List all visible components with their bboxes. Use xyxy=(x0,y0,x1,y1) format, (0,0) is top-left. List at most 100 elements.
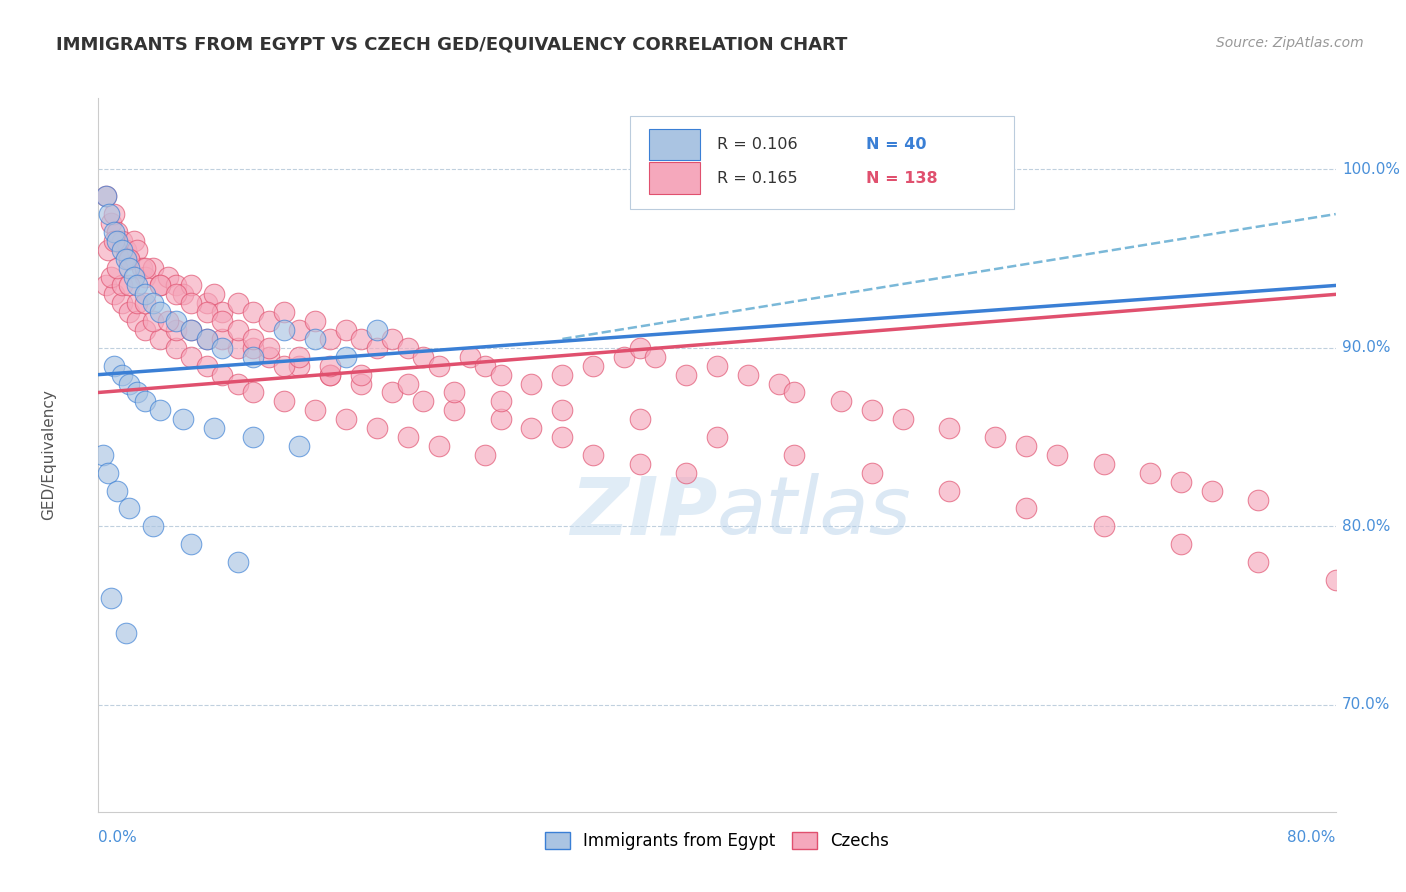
Point xyxy=(149,403,172,417)
Point xyxy=(105,234,128,248)
Point xyxy=(412,394,434,409)
Point xyxy=(242,332,264,346)
Point xyxy=(204,421,226,435)
Point xyxy=(127,385,149,400)
Point xyxy=(149,278,172,293)
Point xyxy=(520,421,543,435)
Point xyxy=(319,359,342,373)
Point xyxy=(1247,492,1270,507)
Point xyxy=(288,439,311,453)
Point xyxy=(257,350,280,364)
Point xyxy=(157,269,180,284)
Point xyxy=(226,323,249,337)
Point xyxy=(100,269,122,284)
FancyBboxPatch shape xyxy=(650,162,700,194)
Point xyxy=(115,626,138,640)
Point xyxy=(103,225,125,239)
Point xyxy=(127,278,149,293)
Point xyxy=(118,376,141,391)
Point xyxy=(100,591,122,605)
Point xyxy=(1139,466,1161,480)
Point xyxy=(111,296,132,310)
Point xyxy=(195,296,218,310)
Point xyxy=(288,350,311,364)
Point xyxy=(1170,475,1192,489)
Point xyxy=(242,341,264,355)
Point xyxy=(195,332,218,346)
Point xyxy=(319,332,342,346)
Point xyxy=(149,332,172,346)
Point xyxy=(396,430,419,444)
Point xyxy=(474,359,496,373)
Point xyxy=(105,260,128,275)
Point xyxy=(103,287,125,301)
Point xyxy=(180,537,202,551)
Point xyxy=(195,305,218,319)
Point xyxy=(105,225,128,239)
Point xyxy=(257,314,280,328)
Point xyxy=(100,216,122,230)
Point xyxy=(582,359,605,373)
Point xyxy=(1015,501,1038,516)
Point xyxy=(122,234,145,248)
Text: ZIP: ZIP xyxy=(569,473,717,551)
Point xyxy=(96,278,118,293)
Point xyxy=(97,243,120,257)
Point xyxy=(165,323,187,337)
Point xyxy=(335,412,357,426)
Point xyxy=(860,466,883,480)
Point xyxy=(111,243,132,257)
Point xyxy=(97,466,120,480)
Point xyxy=(96,189,118,203)
Point xyxy=(157,314,180,328)
Point xyxy=(180,323,202,337)
Point xyxy=(111,368,132,382)
Text: Source: ZipAtlas.com: Source: ZipAtlas.com xyxy=(1216,36,1364,50)
Point xyxy=(165,287,187,301)
Point xyxy=(350,376,373,391)
Point xyxy=(103,234,125,248)
Point xyxy=(195,359,218,373)
Text: GED/Equivalency: GED/Equivalency xyxy=(41,390,56,520)
Point xyxy=(91,448,114,462)
Point xyxy=(172,287,194,301)
Point xyxy=(628,457,651,471)
Point xyxy=(118,252,141,266)
Point xyxy=(628,341,651,355)
Point xyxy=(115,243,138,257)
Text: 90.0%: 90.0% xyxy=(1341,341,1391,355)
Point xyxy=(111,278,132,293)
Point xyxy=(149,305,172,319)
Point xyxy=(366,421,388,435)
Point xyxy=(938,483,960,498)
Point xyxy=(783,448,806,462)
Point xyxy=(366,323,388,337)
Point xyxy=(706,430,728,444)
Point xyxy=(1046,448,1069,462)
Point xyxy=(127,243,149,257)
Text: 80.0%: 80.0% xyxy=(1341,519,1391,533)
Point xyxy=(273,394,295,409)
Point xyxy=(134,323,156,337)
Point xyxy=(273,305,295,319)
Point xyxy=(489,412,512,426)
Point xyxy=(257,341,280,355)
Point xyxy=(149,278,172,293)
Point xyxy=(118,501,141,516)
Point xyxy=(103,359,125,373)
Point xyxy=(134,296,156,310)
Point xyxy=(427,439,450,453)
Point xyxy=(134,260,156,275)
Point xyxy=(396,376,419,391)
Point xyxy=(443,403,465,417)
Legend: Immigrants from Egypt, Czechs: Immigrants from Egypt, Czechs xyxy=(538,825,896,857)
Point xyxy=(1324,573,1347,587)
Point xyxy=(613,350,636,364)
Point xyxy=(172,412,194,426)
Text: 70.0%: 70.0% xyxy=(1341,698,1391,712)
Point xyxy=(226,341,249,355)
Point xyxy=(474,448,496,462)
Point xyxy=(180,296,202,310)
Point xyxy=(350,368,373,382)
Point xyxy=(165,278,187,293)
